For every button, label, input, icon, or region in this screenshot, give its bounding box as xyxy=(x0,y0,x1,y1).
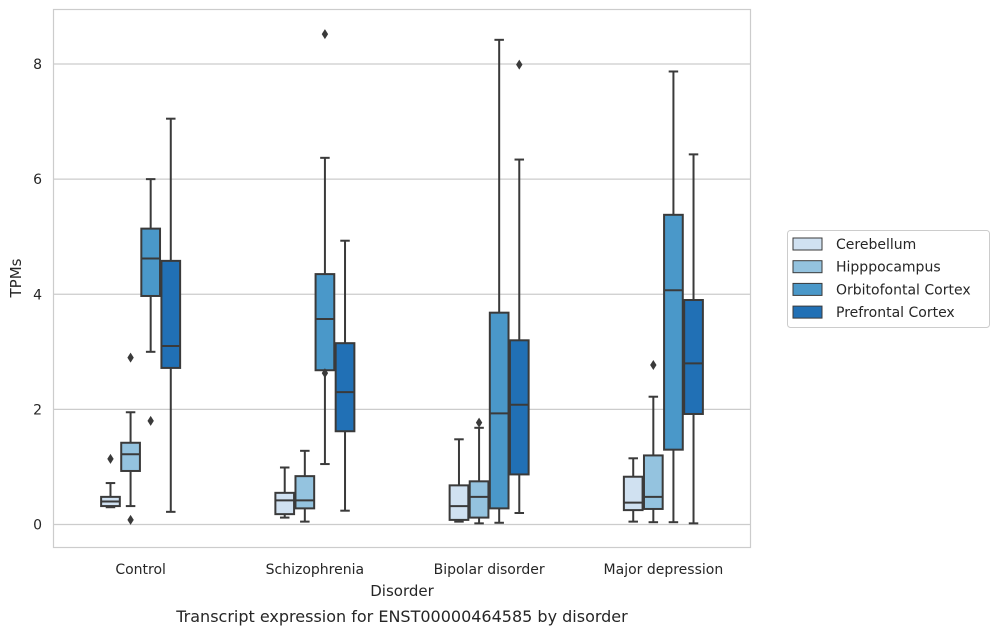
y-axis-ticks: 0 2 4 6 8 xyxy=(33,57,42,534)
y-tick-label: 6 xyxy=(33,172,42,188)
box-group xyxy=(160,117,182,513)
outlier-point xyxy=(127,514,134,525)
box-iqr xyxy=(160,259,182,369)
box-iqr xyxy=(120,441,141,472)
legend-swatch xyxy=(792,305,823,319)
box-group xyxy=(294,449,316,523)
legend-swatch xyxy=(792,260,823,274)
x-axis-ticks: Control Schizophrenia Bipolar disorder Majo… xyxy=(115,562,723,578)
box-iqr xyxy=(508,339,530,476)
box-iqr xyxy=(140,227,162,297)
box-group xyxy=(683,153,704,525)
box-iqr xyxy=(314,273,336,372)
outlier-point xyxy=(107,453,114,464)
box-group xyxy=(508,59,530,514)
outlier-point xyxy=(127,352,134,363)
legend: Cerebellum Hipppocampus Orbitofontal Corte… xyxy=(787,230,990,328)
box-group xyxy=(622,457,644,523)
legend-frame xyxy=(787,230,990,328)
box-group xyxy=(663,70,684,524)
legend-label: Hipppocampus xyxy=(836,260,941,276)
legend-swatch xyxy=(792,282,823,296)
box-group xyxy=(334,239,356,512)
box-group xyxy=(468,417,490,525)
chart-title: Transcript expression for ENST0000046458… xyxy=(175,607,628,626)
y-axis-title: TPMs xyxy=(7,258,25,298)
box-iqr xyxy=(622,475,644,512)
x-tick-label: Major depression xyxy=(604,562,724,578)
legend-label: Cerebellum xyxy=(836,237,916,253)
y-tick-label: 2 xyxy=(33,402,42,418)
box-iqr xyxy=(334,342,356,433)
box-iqr xyxy=(663,213,684,451)
box-group xyxy=(274,466,296,519)
box-iqr xyxy=(294,475,316,510)
box-group xyxy=(488,38,510,524)
legend-label: Prefrontal Cortex xyxy=(836,305,955,321)
x-axis-title: Disorder xyxy=(370,582,434,600)
legend-swatch xyxy=(792,237,823,251)
x-tick-label: Bipolar disorder xyxy=(434,562,545,578)
outlier-point xyxy=(516,59,523,70)
box-iqr xyxy=(683,299,704,415)
box-iqr xyxy=(448,484,470,521)
outlier-point xyxy=(650,360,657,371)
box-iqr xyxy=(642,454,664,510)
box-iqr xyxy=(468,480,490,519)
y-tick-label: 4 xyxy=(33,287,42,303)
x-tick-label: Control xyxy=(115,562,166,578)
outlier-point xyxy=(321,368,329,379)
box-group xyxy=(140,178,162,426)
outlier-point xyxy=(321,29,329,40)
y-tick-label: 8 xyxy=(33,57,42,73)
box-group xyxy=(314,29,336,466)
box-group xyxy=(100,453,121,509)
outlier-point xyxy=(147,415,154,426)
legend-label: Orbitofontal Cortex xyxy=(836,282,971,298)
plot-frame xyxy=(52,8,752,549)
box-iqr xyxy=(488,311,510,510)
x-tick-label: Schizophrenia xyxy=(266,562,364,578)
box-group xyxy=(120,352,141,525)
outlier-point xyxy=(475,417,483,428)
box-group xyxy=(448,438,470,523)
y-tick-label: 0 xyxy=(33,518,42,534)
box-plot-series xyxy=(100,29,704,525)
box-group xyxy=(642,360,664,524)
box-iqr xyxy=(274,491,296,516)
